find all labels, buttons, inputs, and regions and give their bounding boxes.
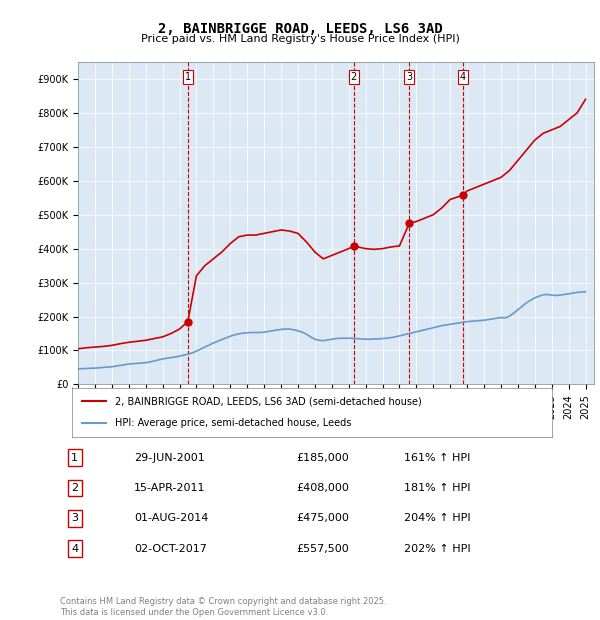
Text: 15-APR-2011: 15-APR-2011 <box>134 483 205 493</box>
Text: 1: 1 <box>71 453 78 463</box>
Text: Price paid vs. HM Land Registry's House Price Index (HPI): Price paid vs. HM Land Registry's House … <box>140 34 460 44</box>
Text: £557,500: £557,500 <box>296 544 349 554</box>
Text: 2: 2 <box>350 72 357 82</box>
Text: £408,000: £408,000 <box>296 483 349 493</box>
Text: 4: 4 <box>460 72 466 82</box>
Text: £475,000: £475,000 <box>296 513 349 523</box>
Text: 4: 4 <box>71 544 79 554</box>
Text: 1: 1 <box>185 72 191 82</box>
Text: HPI: Average price, semi-detached house, Leeds: HPI: Average price, semi-detached house,… <box>115 418 352 428</box>
Text: 2: 2 <box>71 483 79 493</box>
Text: 29-JUN-2001: 29-JUN-2001 <box>134 453 205 463</box>
Text: 204% ↑ HPI: 204% ↑ HPI <box>404 513 471 523</box>
Text: 161% ↑ HPI: 161% ↑ HPI <box>404 453 471 463</box>
Text: 202% ↑ HPI: 202% ↑ HPI <box>404 544 471 554</box>
Text: 181% ↑ HPI: 181% ↑ HPI <box>404 483 471 493</box>
Text: 02-OCT-2017: 02-OCT-2017 <box>134 544 206 554</box>
Text: 3: 3 <box>71 513 78 523</box>
Text: 2, BAINBRIGGE ROAD, LEEDS, LS6 3AD (semi-detached house): 2, BAINBRIGGE ROAD, LEEDS, LS6 3AD (semi… <box>115 396 422 406</box>
Text: Contains HM Land Registry data © Crown copyright and database right 2025.
This d: Contains HM Land Registry data © Crown c… <box>60 598 386 617</box>
Text: 3: 3 <box>406 72 412 82</box>
Text: 2, BAINBRIGGE ROAD, LEEDS, LS6 3AD: 2, BAINBRIGGE ROAD, LEEDS, LS6 3AD <box>158 22 442 36</box>
Text: £185,000: £185,000 <box>296 453 349 463</box>
Text: 01-AUG-2014: 01-AUG-2014 <box>134 513 208 523</box>
